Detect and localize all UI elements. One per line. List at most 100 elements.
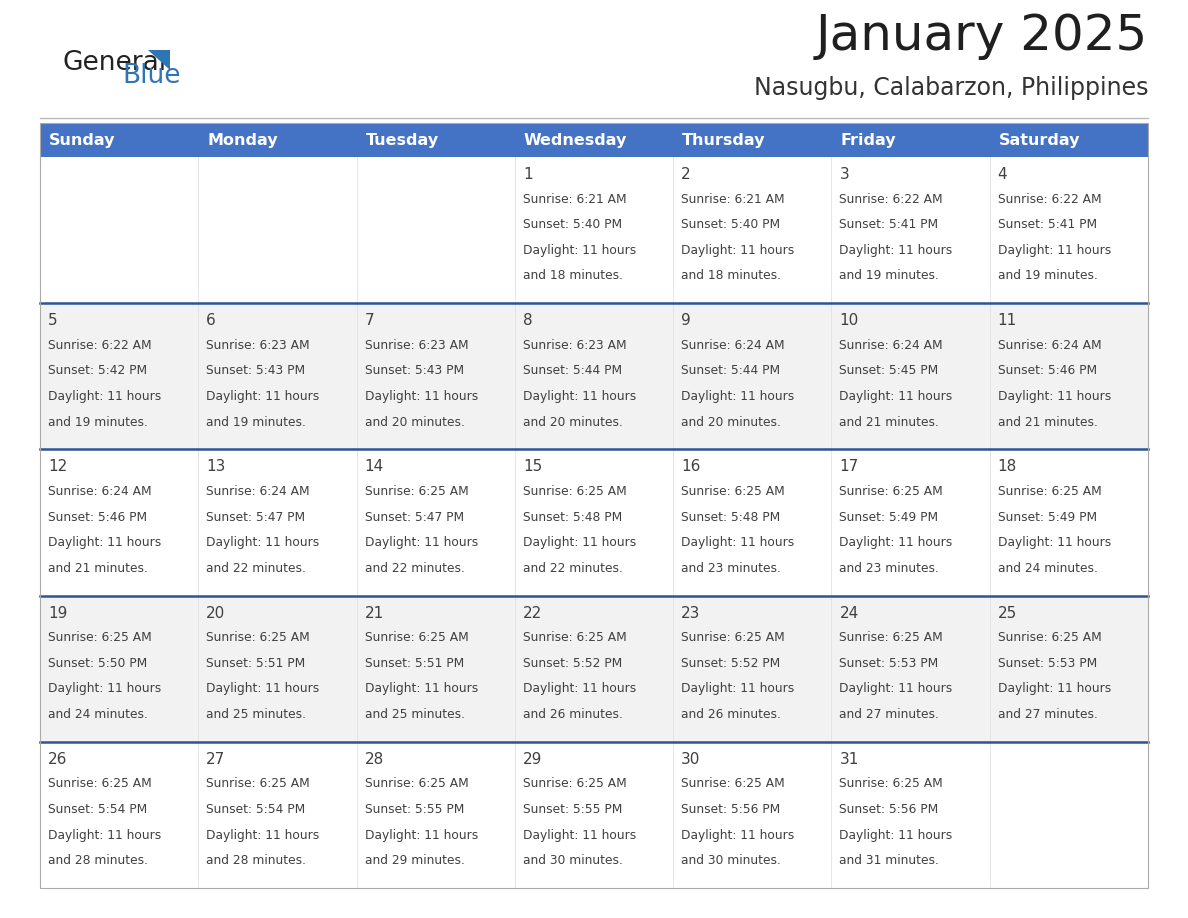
Polygon shape: [148, 50, 170, 70]
Text: Sunset: 5:42 PM: Sunset: 5:42 PM: [48, 364, 147, 377]
Text: 23: 23: [681, 606, 701, 621]
Bar: [990, 123, 1148, 157]
Text: Sunrise: 6:21 AM: Sunrise: 6:21 AM: [523, 193, 626, 206]
Text: and 26 minutes.: and 26 minutes.: [681, 708, 781, 721]
Text: and 20 minutes.: and 20 minutes.: [523, 416, 623, 429]
Text: Sunset: 5:44 PM: Sunset: 5:44 PM: [681, 364, 781, 377]
Text: Sunrise: 6:24 AM: Sunrise: 6:24 AM: [998, 339, 1101, 352]
Text: and 19 minutes.: and 19 minutes.: [207, 416, 307, 429]
Bar: [356, 123, 514, 157]
Text: Sunrise: 6:25 AM: Sunrise: 6:25 AM: [207, 778, 310, 790]
Text: 21: 21: [365, 606, 384, 621]
Bar: [40, 123, 198, 157]
Text: Sunset: 5:46 PM: Sunset: 5:46 PM: [48, 510, 147, 523]
Text: Sunset: 5:44 PM: Sunset: 5:44 PM: [523, 364, 623, 377]
Text: 1: 1: [523, 167, 532, 182]
Bar: [40, 303, 1148, 450]
Text: Sunrise: 6:25 AM: Sunrise: 6:25 AM: [207, 632, 310, 644]
Text: and 25 minutes.: and 25 minutes.: [207, 708, 307, 721]
Text: January 2025: January 2025: [816, 12, 1148, 60]
Text: Sunset: 5:46 PM: Sunset: 5:46 PM: [998, 364, 1097, 377]
Text: Sunset: 5:41 PM: Sunset: 5:41 PM: [998, 218, 1097, 231]
Text: 9: 9: [681, 313, 691, 329]
Text: and 18 minutes.: and 18 minutes.: [681, 269, 782, 283]
Text: Sunrise: 6:25 AM: Sunrise: 6:25 AM: [365, 485, 468, 498]
Text: Sunrise: 6:25 AM: Sunrise: 6:25 AM: [840, 778, 943, 790]
Text: 16: 16: [681, 459, 701, 475]
Text: Daylight: 11 hours: Daylight: 11 hours: [681, 829, 795, 842]
Text: 28: 28: [365, 752, 384, 767]
Text: 29: 29: [523, 752, 542, 767]
Text: Sunrise: 6:24 AM: Sunrise: 6:24 AM: [48, 485, 152, 498]
Text: 3: 3: [840, 167, 849, 182]
Text: Daylight: 11 hours: Daylight: 11 hours: [523, 390, 636, 403]
Text: Sunset: 5:47 PM: Sunset: 5:47 PM: [365, 510, 463, 523]
Text: and 21 minutes.: and 21 minutes.: [840, 416, 940, 429]
Text: Sunset: 5:49 PM: Sunset: 5:49 PM: [840, 510, 939, 523]
Text: and 21 minutes.: and 21 minutes.: [48, 562, 147, 575]
Bar: [40, 596, 1148, 742]
Text: 5: 5: [48, 313, 58, 329]
Text: Sunrise: 6:25 AM: Sunrise: 6:25 AM: [523, 485, 626, 498]
Text: 17: 17: [840, 459, 859, 475]
Text: Tuesday: Tuesday: [366, 132, 438, 148]
Text: Sunrise: 6:24 AM: Sunrise: 6:24 AM: [840, 339, 943, 352]
Text: Daylight: 11 hours: Daylight: 11 hours: [998, 536, 1111, 549]
Text: Sunset: 5:48 PM: Sunset: 5:48 PM: [681, 510, 781, 523]
Text: Thursday: Thursday: [682, 132, 765, 148]
Text: Daylight: 11 hours: Daylight: 11 hours: [48, 682, 162, 695]
Text: Sunrise: 6:25 AM: Sunrise: 6:25 AM: [681, 485, 785, 498]
Text: and 24 minutes.: and 24 minutes.: [48, 708, 147, 721]
Text: Daylight: 11 hours: Daylight: 11 hours: [207, 829, 320, 842]
Text: and 29 minutes.: and 29 minutes.: [365, 854, 465, 868]
Text: 22: 22: [523, 606, 542, 621]
Text: Sunset: 5:41 PM: Sunset: 5:41 PM: [840, 218, 939, 231]
Text: and 22 minutes.: and 22 minutes.: [365, 562, 465, 575]
Text: Daylight: 11 hours: Daylight: 11 hours: [840, 536, 953, 549]
Bar: [40, 123, 1148, 888]
Text: Monday: Monday: [207, 132, 278, 148]
Text: and 18 minutes.: and 18 minutes.: [523, 269, 623, 283]
Text: and 20 minutes.: and 20 minutes.: [681, 416, 781, 429]
Text: Daylight: 11 hours: Daylight: 11 hours: [207, 536, 320, 549]
Text: Blue: Blue: [122, 63, 181, 89]
Text: Sunrise: 6:25 AM: Sunrise: 6:25 AM: [365, 632, 468, 644]
Text: Daylight: 11 hours: Daylight: 11 hours: [998, 682, 1111, 695]
Text: Daylight: 11 hours: Daylight: 11 hours: [365, 390, 478, 403]
Text: 26: 26: [48, 752, 68, 767]
Text: Sunset: 5:54 PM: Sunset: 5:54 PM: [48, 803, 147, 816]
Text: Sunrise: 6:21 AM: Sunrise: 6:21 AM: [681, 193, 785, 206]
Text: 14: 14: [365, 459, 384, 475]
Text: Daylight: 11 hours: Daylight: 11 hours: [207, 390, 320, 403]
Text: Sunrise: 6:22 AM: Sunrise: 6:22 AM: [840, 193, 943, 206]
Text: Sunrise: 6:25 AM: Sunrise: 6:25 AM: [840, 632, 943, 644]
Text: 20: 20: [207, 606, 226, 621]
Text: Daylight: 11 hours: Daylight: 11 hours: [48, 536, 162, 549]
Text: Sunset: 5:43 PM: Sunset: 5:43 PM: [207, 364, 305, 377]
Text: and 30 minutes.: and 30 minutes.: [681, 854, 781, 868]
Text: Sunset: 5:40 PM: Sunset: 5:40 PM: [523, 218, 623, 231]
Text: 24: 24: [840, 606, 859, 621]
Text: Daylight: 11 hours: Daylight: 11 hours: [523, 829, 636, 842]
Text: and 25 minutes.: and 25 minutes.: [365, 708, 465, 721]
Text: Daylight: 11 hours: Daylight: 11 hours: [681, 682, 795, 695]
Bar: [40, 450, 1148, 596]
Bar: [198, 123, 356, 157]
Text: Sunrise: 6:25 AM: Sunrise: 6:25 AM: [365, 778, 468, 790]
Text: Sunset: 5:52 PM: Sunset: 5:52 PM: [681, 656, 781, 670]
Text: Sunset: 5:53 PM: Sunset: 5:53 PM: [840, 656, 939, 670]
Text: Sunrise: 6:25 AM: Sunrise: 6:25 AM: [681, 778, 785, 790]
Text: 15: 15: [523, 459, 542, 475]
Text: Daylight: 11 hours: Daylight: 11 hours: [48, 390, 162, 403]
Text: Sunset: 5:56 PM: Sunset: 5:56 PM: [840, 803, 939, 816]
Text: Sunrise: 6:22 AM: Sunrise: 6:22 AM: [48, 339, 152, 352]
Text: Sunrise: 6:25 AM: Sunrise: 6:25 AM: [48, 778, 152, 790]
Text: Sunset: 5:55 PM: Sunset: 5:55 PM: [365, 803, 465, 816]
Text: and 19 minutes.: and 19 minutes.: [48, 416, 147, 429]
Text: and 24 minutes.: and 24 minutes.: [998, 562, 1098, 575]
Text: Nasugbu, Calabarzon, Philippines: Nasugbu, Calabarzon, Philippines: [753, 76, 1148, 100]
Text: and 23 minutes.: and 23 minutes.: [681, 562, 781, 575]
Text: 19: 19: [48, 606, 68, 621]
Text: Daylight: 11 hours: Daylight: 11 hours: [681, 390, 795, 403]
Text: Daylight: 11 hours: Daylight: 11 hours: [840, 390, 953, 403]
